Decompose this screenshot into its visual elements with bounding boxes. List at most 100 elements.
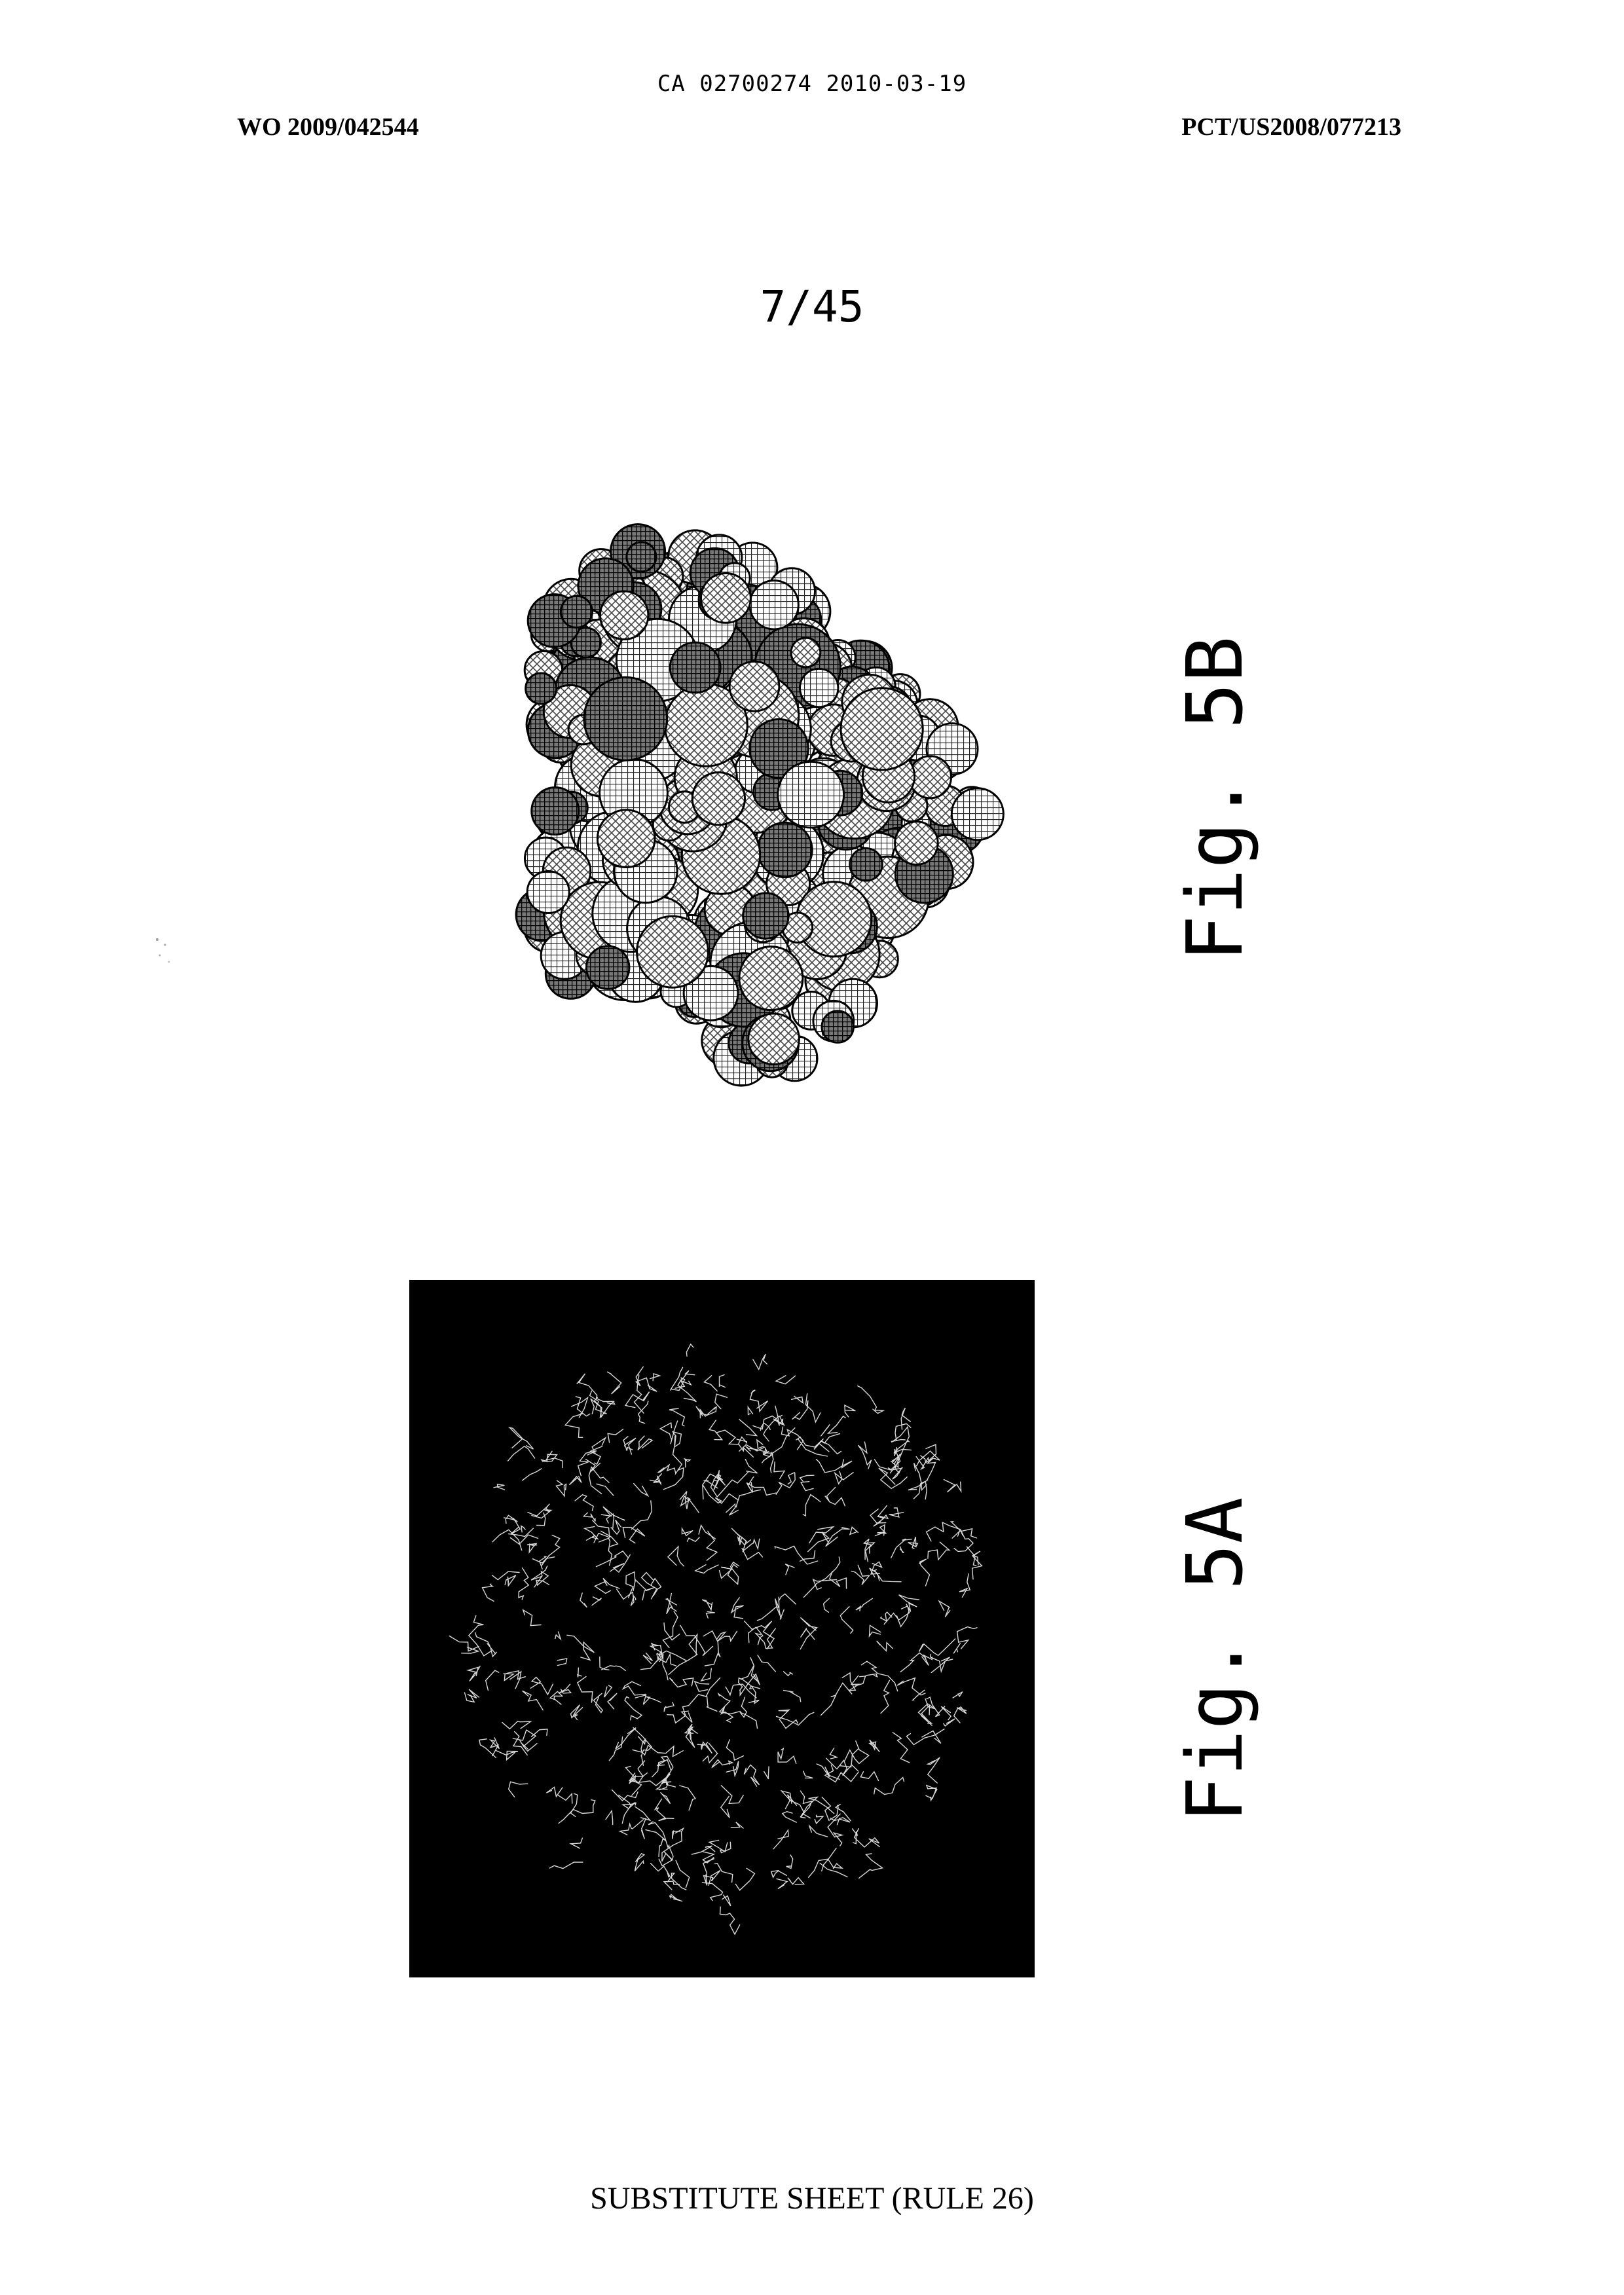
wireframe-bond <box>748 1477 754 1493</box>
wireframe-bond <box>578 1668 581 1677</box>
wireframe-bond <box>557 1794 572 1804</box>
surface-patch <box>701 574 751 623</box>
wireframe-bond <box>626 1761 645 1776</box>
wireframe-bond <box>667 1695 706 1723</box>
wireframe-bond <box>550 1691 563 1704</box>
wireframe-bond <box>824 1598 830 1612</box>
wireframe-bond <box>686 1344 693 1356</box>
surface-patch <box>587 946 629 989</box>
wireframe-bond <box>655 1799 674 1820</box>
wireframe-bond <box>716 1631 737 1641</box>
wireframe-bond <box>616 1728 636 1750</box>
surface-patch <box>822 1011 853 1042</box>
wireframe-bond <box>764 1453 773 1473</box>
wireframe-bond <box>565 1414 583 1438</box>
wireframe-bond <box>825 1765 858 1782</box>
wireframe-bond <box>729 1490 761 1515</box>
wireframe-bond <box>855 1829 880 1847</box>
wireframe-bond <box>695 1681 709 1691</box>
wireframe-bond <box>642 1818 646 1839</box>
wireframe-bond <box>675 1380 691 1388</box>
wireframe-bond <box>712 1760 733 1768</box>
wireframe-bond <box>707 1531 717 1560</box>
wireframe-bond <box>779 1710 798 1728</box>
surface-patch <box>584 677 667 760</box>
figure-5a-wireframe-rendering <box>409 1280 1035 1977</box>
wireframe-bond <box>567 1635 595 1660</box>
wireframe-bond <box>801 1628 815 1640</box>
wireframe-bond <box>608 1372 621 1394</box>
wireframe-bond <box>701 1668 712 1681</box>
wireframe-bond <box>944 1719 955 1726</box>
wireframe-bond <box>731 1822 743 1828</box>
wireframe-bond <box>709 1420 722 1440</box>
wireframe-bond <box>801 1482 813 1491</box>
wireframe-bond <box>634 1484 648 1496</box>
wireframe-bond <box>660 1423 673 1444</box>
wireframe-bond <box>623 1528 636 1538</box>
wireframe-bond <box>702 1600 712 1610</box>
wireframe-bond <box>620 1820 644 1835</box>
wireframe-bond <box>891 1539 912 1558</box>
wireframe-bond <box>505 1575 516 1586</box>
wireframe-bond <box>967 1547 976 1566</box>
wireframe-bond <box>688 1724 697 1739</box>
wireframe-bond <box>696 1406 716 1416</box>
wireframe-bond <box>758 1655 776 1672</box>
wireframe-bond <box>650 1474 662 1484</box>
wireframe-bond <box>954 1530 973 1551</box>
wireframe-bond <box>595 1578 619 1593</box>
wireframe-bond <box>633 1580 654 1600</box>
wireframe-bond <box>927 1522 963 1541</box>
wireframe-bond <box>826 1758 858 1775</box>
wireframe-bond <box>919 1698 935 1723</box>
wireframe-bond <box>523 1691 544 1710</box>
wireframe-bond <box>721 1796 729 1818</box>
wo-publication-number: WO 2009/042544 <box>237 113 419 141</box>
wireframe-bond <box>908 1537 918 1549</box>
wireframe-bond <box>601 1507 625 1520</box>
wireframe-bond <box>737 1437 747 1444</box>
wireframe-bond <box>680 1492 699 1513</box>
wireframe-bond <box>602 1666 626 1671</box>
wireframe-bond <box>658 1465 676 1473</box>
wireframe-bond <box>612 1790 638 1801</box>
surface-patch <box>791 638 821 667</box>
wireframe-bond <box>542 1451 557 1461</box>
wireframe-bond <box>635 1807 650 1820</box>
wireframe-bond <box>788 1878 804 1884</box>
wireframe-bond <box>521 1526 525 1532</box>
sheet-number: 7/45 <box>0 282 1624 332</box>
wireframe-bond <box>771 1871 787 1878</box>
wireframe-bond <box>508 1446 535 1461</box>
wireframe-bond <box>731 1598 744 1619</box>
figure-5a-label: Fig. 5A <box>1170 1497 1260 1822</box>
wireframe-bond <box>716 1430 754 1457</box>
wireframe-bond <box>817 1460 853 1473</box>
surface-patch <box>895 822 938 865</box>
pct-application-number: PCT/US2008/077213 <box>1181 113 1401 141</box>
wireframe-bond <box>919 1639 955 1655</box>
wireframe-bond <box>546 1787 563 1796</box>
wireframe-bond <box>555 1632 561 1639</box>
wireframe-bond <box>864 1539 871 1562</box>
wireframe-bond <box>576 1397 589 1416</box>
wireframe-bond <box>889 1508 904 1517</box>
wireframe-bond <box>856 1598 873 1611</box>
wireframe-bond <box>636 1367 657 1391</box>
surface-patch <box>800 669 838 707</box>
surface-patch <box>743 893 788 938</box>
wireframe-bond <box>580 1593 587 1607</box>
surface-patch <box>739 947 803 1010</box>
wireframe-bond <box>720 1907 740 1934</box>
wireframe-bond <box>825 1488 845 1506</box>
wireframe-bond <box>597 1484 614 1496</box>
wireframe-bond <box>715 1864 733 1882</box>
wireframe-bond <box>666 1599 676 1609</box>
wireframe-bond <box>608 1693 617 1709</box>
wireframe-bond <box>928 1757 940 1783</box>
wireframe-bond <box>919 1559 930 1586</box>
wireframe-bond <box>492 1530 522 1550</box>
wireframe-bond <box>468 1666 480 1681</box>
wireframe-bond <box>782 1791 792 1808</box>
